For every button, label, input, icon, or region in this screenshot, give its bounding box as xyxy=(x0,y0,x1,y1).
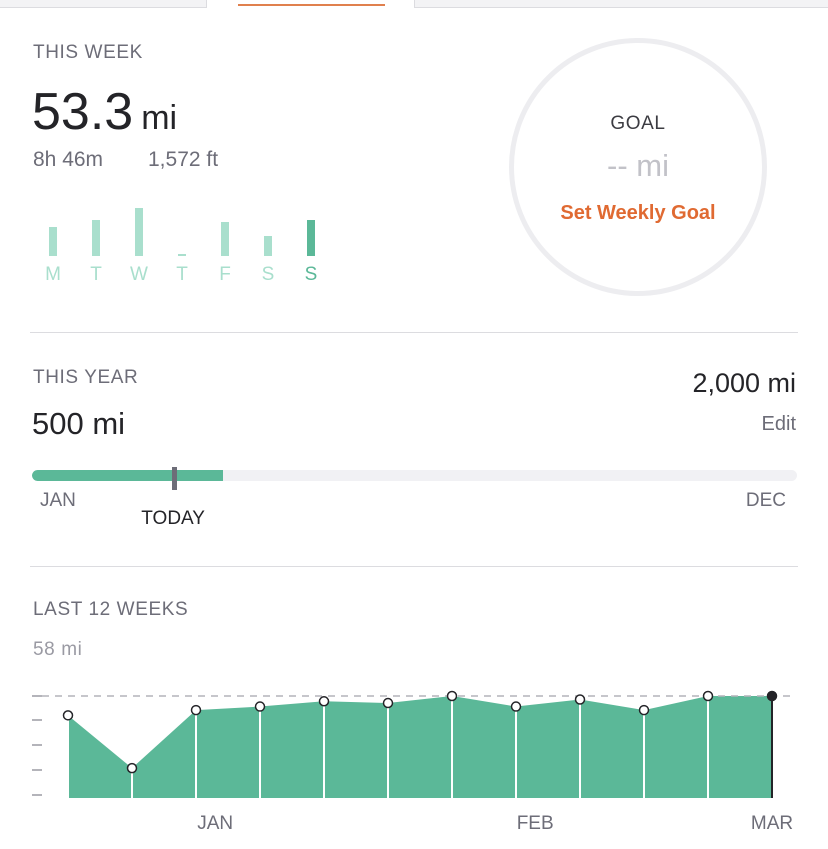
year-end-label: DEC xyxy=(745,490,786,511)
day-label: W xyxy=(130,264,148,285)
day-bar xyxy=(307,220,315,256)
today-marker xyxy=(172,467,178,490)
x-axis-label: MAR xyxy=(750,813,794,834)
tab-right[interactable] xyxy=(414,0,828,8)
weekly-goal-ring xyxy=(509,38,767,296)
data-point xyxy=(638,704,650,716)
year-start-label: JAN xyxy=(40,490,76,511)
data-point xyxy=(318,696,330,707)
goal-title: GOAL xyxy=(610,113,666,134)
year-goal: 2,000 mi xyxy=(692,368,796,398)
day-label: T xyxy=(176,264,188,285)
day-bar xyxy=(178,254,186,256)
chart-max-label: 58 mi xyxy=(33,639,83,660)
year-progress-track xyxy=(32,470,797,481)
week-elevation: 1,572 ft xyxy=(148,148,219,171)
edit-year-goal-button[interactable]: Edit xyxy=(761,413,796,435)
week-duration: 8h 46m xyxy=(33,148,104,171)
day-label: F xyxy=(219,264,231,285)
divider xyxy=(30,566,798,567)
area-series xyxy=(68,696,772,798)
this-year-label: THIS YEAR xyxy=(33,367,139,388)
day-label: T xyxy=(90,264,102,285)
data-point xyxy=(574,694,586,705)
data-point xyxy=(126,762,138,774)
week-distance: 53.3 mi xyxy=(32,82,177,142)
set-weekly-goal-button[interactable]: Set Weekly Goal xyxy=(560,202,716,224)
today-label: TODAY xyxy=(141,508,205,529)
data-point xyxy=(382,697,394,709)
day-label: S xyxy=(261,264,275,285)
day-label: S xyxy=(304,264,318,285)
data-point xyxy=(190,704,202,716)
x-axis-label: FEB xyxy=(516,813,554,834)
data-point xyxy=(254,701,266,712)
day-bar xyxy=(92,220,100,256)
tab-left[interactable] xyxy=(0,0,207,8)
week-distance-value: 53.3 xyxy=(32,83,134,141)
data-point xyxy=(510,701,522,712)
data-point xyxy=(766,690,778,702)
day-bar xyxy=(49,227,57,256)
data-point xyxy=(446,690,458,702)
year-progress-fill xyxy=(32,470,224,481)
week-distance-unit: mi xyxy=(141,99,178,137)
divider xyxy=(30,332,798,333)
tab-bar xyxy=(0,0,828,8)
weekly-mileage-chart xyxy=(32,690,795,798)
this-week-label: THIS WEEK xyxy=(33,42,143,63)
year-total: 500 mi xyxy=(32,406,126,441)
day-bar xyxy=(135,208,143,256)
data-point xyxy=(702,690,714,702)
day-bar xyxy=(264,236,272,256)
tab-active-indicator[interactable] xyxy=(238,0,385,6)
day-bar xyxy=(221,222,229,256)
day-label: M xyxy=(45,264,61,285)
x-axis-label: JAN xyxy=(197,813,234,834)
last-12-weeks-label: LAST 12 WEEKS xyxy=(33,599,189,620)
goal-value: -- mi xyxy=(607,148,669,183)
data-point xyxy=(62,710,74,721)
